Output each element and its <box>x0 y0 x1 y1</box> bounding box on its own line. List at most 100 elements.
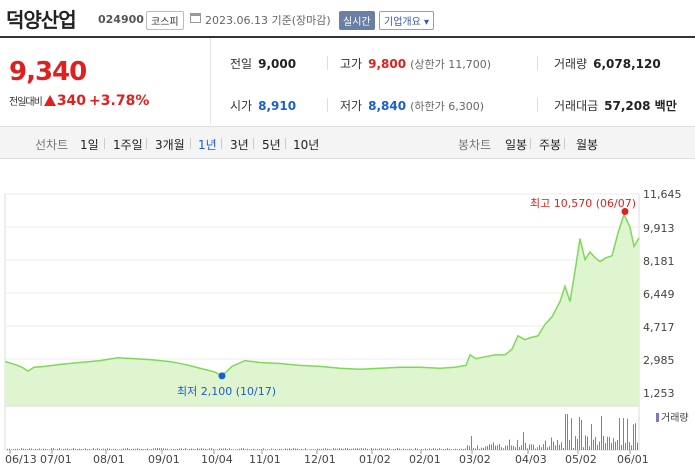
divider <box>564 138 565 149</box>
volume-bar <box>197 448 198 450</box>
tab-period-1w[interactable]: 1주일 <box>113 138 143 152</box>
volume-bar <box>235 449 236 450</box>
volume-bar <box>533 444 534 450</box>
divider <box>327 98 328 112</box>
tab-candle-daily[interactable]: 일봉 <box>505 138 528 152</box>
volume-bar <box>457 449 458 450</box>
volume-bar <box>621 444 622 450</box>
volume-bar <box>339 448 340 450</box>
tab-candle-weekly[interactable]: 주봉 <box>539 138 562 152</box>
volume-bar <box>207 449 208 450</box>
volume-bar <box>455 448 456 450</box>
volume-bar <box>191 448 192 450</box>
volume-bar <box>221 448 222 450</box>
volume-bar <box>571 418 572 450</box>
volume-bar <box>111 449 112 450</box>
volume-bar <box>259 449 260 450</box>
volume-bar <box>127 448 128 450</box>
volume-bar <box>441 449 442 450</box>
volume-bar <box>349 448 350 450</box>
volume-frame <box>4 405 640 451</box>
divider <box>104 138 105 149</box>
tab-period-1y[interactable]: 1년 <box>198 138 217 152</box>
volume-bar <box>131 448 132 450</box>
volume-bar <box>359 448 360 450</box>
volume-bar <box>471 436 472 450</box>
volume-bar <box>613 438 614 450</box>
tab-period-10y[interactable]: 10년 <box>293 138 320 152</box>
y-tick: 1,253 <box>643 387 675 400</box>
volume-bar <box>365 448 366 450</box>
volume-bar <box>561 442 562 450</box>
volume: 거래량 6,078,120 <box>554 55 661 72</box>
volume-bar <box>425 448 426 450</box>
volume-bar <box>15 448 16 450</box>
tab-period-5y[interactable]: 5년 <box>262 138 281 152</box>
volume-bar <box>385 448 386 450</box>
volume-bar <box>421 448 422 450</box>
company-info-button[interactable]: 기업개요 ▾ <box>379 11 434 30</box>
volume-bar <box>417 448 418 450</box>
volume-bar <box>107 448 108 450</box>
volume-bar <box>253 448 254 450</box>
volume-bar <box>605 443 606 450</box>
volume-bar <box>593 439 594 450</box>
volume-bar <box>361 448 362 450</box>
volume-bar <box>545 440 546 450</box>
x-tick: 01/02 <box>359 453 391 466</box>
volume-bar <box>447 448 448 450</box>
volume-bar <box>427 449 428 450</box>
volume-bar <box>333 448 334 450</box>
tab-period-3y[interactable]: 3년 <box>230 138 249 152</box>
x-tick: 06/13 <box>5 453 37 466</box>
volume-bar <box>585 435 586 450</box>
volume-bar <box>407 449 408 450</box>
volume-bar <box>581 420 582 450</box>
volume-bar <box>411 449 412 450</box>
volume-bar <box>119 449 120 450</box>
volume-bar <box>55 449 56 450</box>
volume-bar <box>295 448 296 450</box>
volume-bar <box>265 449 266 450</box>
volume-bar <box>323 448 324 450</box>
volume-bar <box>491 444 492 450</box>
volume-bar <box>451 449 452 450</box>
day-low: 저가 8,840 (하한가 6,300) <box>340 97 484 114</box>
volume-bar <box>595 436 596 450</box>
divider <box>537 98 538 112</box>
volume-bar <box>541 447 542 450</box>
volume-bar <box>41 449 42 450</box>
volume-bar <box>351 448 352 450</box>
volume-bar <box>45 448 46 450</box>
x-tick: 06/01 <box>617 453 649 466</box>
volume-bar <box>59 448 60 450</box>
volume-bar <box>505 445 506 450</box>
tab-candle-monthly[interactable]: 월봉 <box>576 138 599 152</box>
volume-bar <box>267 449 268 450</box>
volume-bar <box>631 445 632 450</box>
volume-bar <box>129 449 130 450</box>
volume-bar <box>507 445 508 450</box>
legend-swatch <box>656 413 659 422</box>
stock-code: 024900 <box>98 13 144 26</box>
volume-bar <box>607 436 608 450</box>
amount-label: 거래대금 <box>554 99 599 113</box>
tab-period-3m[interactable]: 3개월 <box>155 138 185 152</box>
tab-period-1d[interactable]: 1일 <box>80 138 99 152</box>
realtime-button[interactable]: 실시간 <box>339 11 375 30</box>
volume-bar <box>11 449 12 450</box>
volume-bar <box>311 449 312 450</box>
volume-bar <box>537 447 538 450</box>
volume-bar <box>213 449 214 450</box>
volume-bar <box>133 448 134 450</box>
volume-bar <box>297 448 298 450</box>
open-price: 시가 8,910 <box>230 97 296 114</box>
volume-bar <box>79 448 80 450</box>
volume-bar <box>575 436 576 450</box>
volume-bar <box>485 446 486 450</box>
volume-bar <box>103 448 104 450</box>
volume-bar <box>219 448 220 450</box>
current-price: 9,340 <box>9 57 87 87</box>
volume-bar <box>637 442 638 450</box>
volume-bar <box>87 448 88 450</box>
